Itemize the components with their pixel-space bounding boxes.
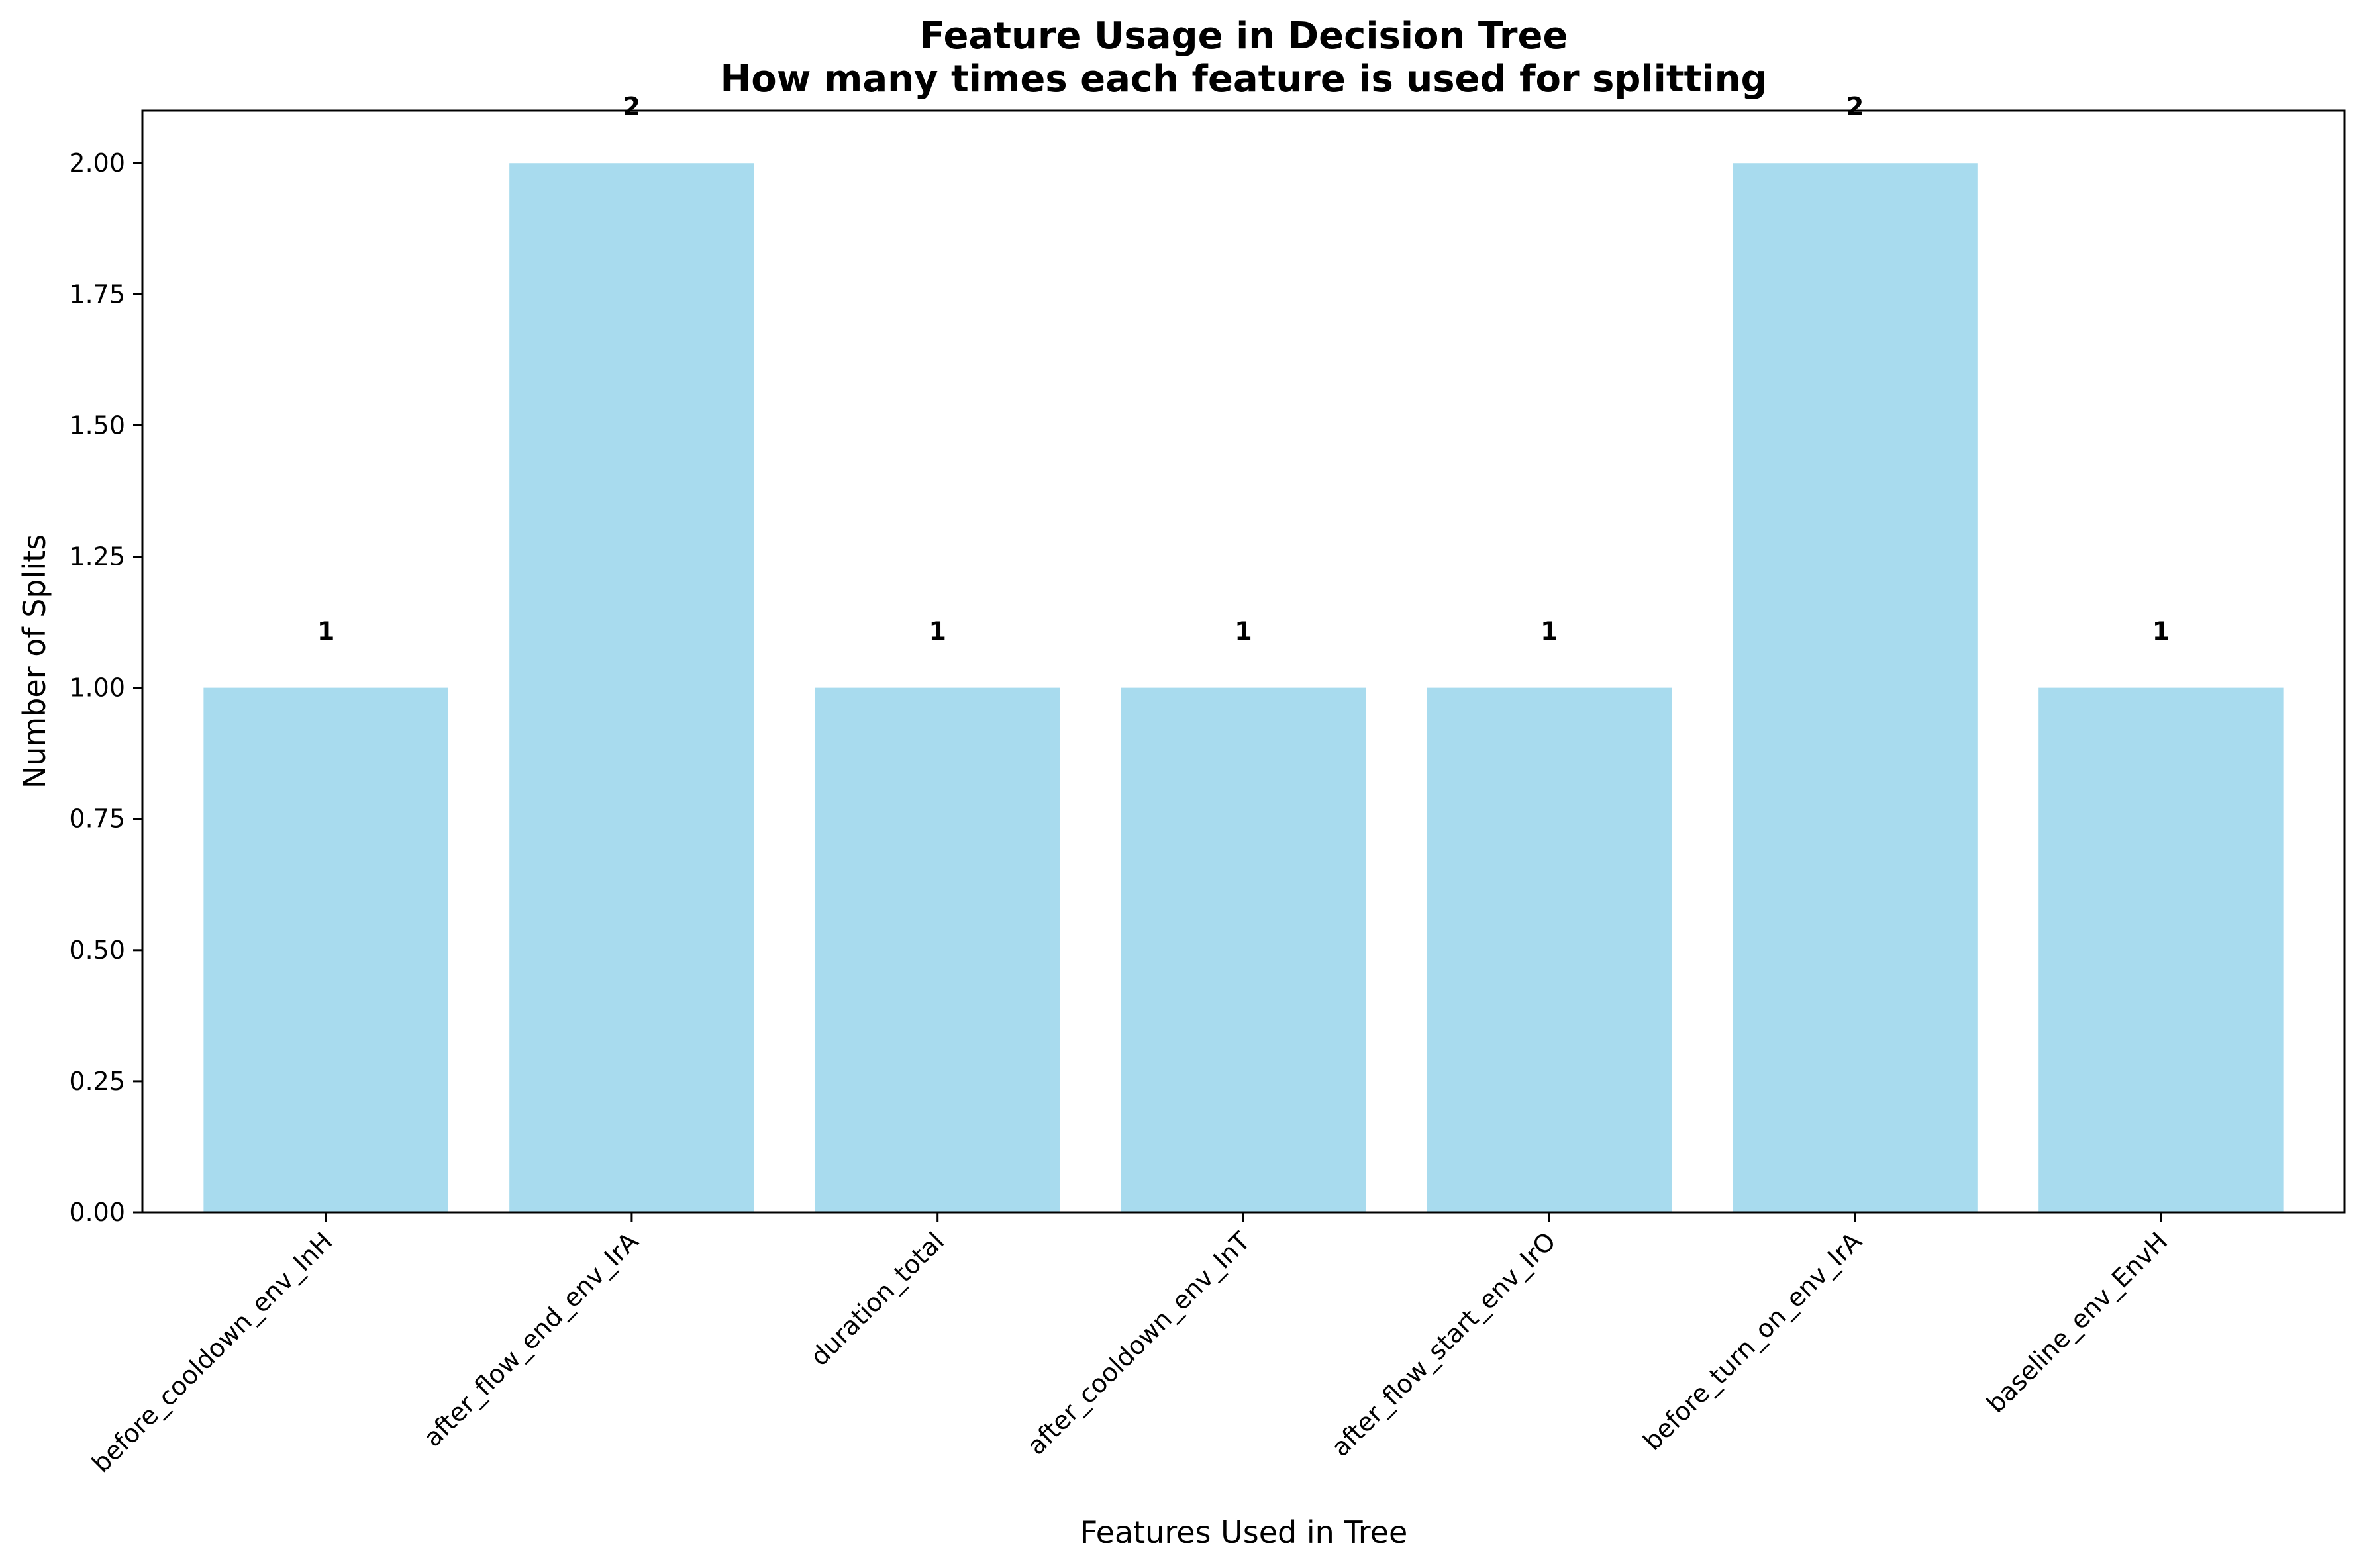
y-tick-label-7: 1.75 bbox=[69, 279, 125, 309]
data-label-3: 1 bbox=[1234, 617, 1252, 646]
y-tick-label-0: 0.00 bbox=[69, 1198, 125, 1227]
x-tick-label-5: before_turn_on_env_IrA bbox=[1638, 1226, 1868, 1456]
y-tick-label-5: 1.25 bbox=[69, 542, 125, 571]
chart-title: Feature Usage in Decision Tree bbox=[919, 15, 1568, 58]
bar-1 bbox=[509, 163, 754, 1213]
y-tick-label-4: 1.00 bbox=[69, 673, 125, 703]
y-tick-label-2: 0.50 bbox=[69, 936, 125, 965]
plot-frame bbox=[141, 109, 2346, 1214]
data-label-1: 2 bbox=[623, 92, 640, 121]
data-label-0: 1 bbox=[317, 617, 334, 646]
data-label-6: 1 bbox=[2152, 617, 2170, 646]
y-tick-label-1: 0.25 bbox=[69, 1067, 125, 1096]
bar-4 bbox=[1427, 687, 1672, 1212]
x-axis-ticks: before_cooldown_env_InH after_flow_end_en… bbox=[86, 1212, 2173, 1478]
chart-subtitle: How many times each feature is used for … bbox=[720, 58, 1767, 101]
x-tick-label-2: duration_total bbox=[805, 1226, 950, 1371]
x-tick-label-1: after_flow_end_env_IrA bbox=[418, 1226, 644, 1452]
y-axis-ticks: 0.00 0.25 0.50 0.75 1.00 1.25 1.50 1.75 2.00 bbox=[69, 148, 142, 1227]
x-tick-label-6: baseline_env_EnvH bbox=[1981, 1226, 2173, 1418]
data-label-4: 1 bbox=[1540, 617, 1558, 646]
data-label-5: 2 bbox=[1846, 92, 1864, 121]
bar-3 bbox=[1121, 687, 1366, 1212]
x-axis-label: Features Used in Tree bbox=[1080, 1514, 1408, 1550]
data-label-2: 1 bbox=[929, 617, 946, 646]
y-axis-label: Number of Splits bbox=[17, 534, 52, 789]
y-tick-label-6: 1.50 bbox=[69, 411, 125, 440]
y-tick-label-3: 0.75 bbox=[69, 805, 125, 834]
data-labels-group: 1 2 1 1 1 2 1 bbox=[317, 92, 2170, 646]
bars-group bbox=[203, 163, 2284, 1213]
bar-2 bbox=[815, 687, 1060, 1212]
bar-6 bbox=[2038, 687, 2284, 1212]
x-tick-label-4: after_flow_start_env_IrO bbox=[1326, 1226, 1562, 1462]
y-tick-label-8: 2.00 bbox=[69, 148, 125, 177]
x-tick-label-0: before_cooldown_env_InH bbox=[86, 1226, 338, 1478]
bar-5 bbox=[1733, 163, 1978, 1213]
x-tick-label-3: after_cooldown_env_InT bbox=[1021, 1226, 1256, 1461]
bar-0 bbox=[203, 687, 448, 1212]
